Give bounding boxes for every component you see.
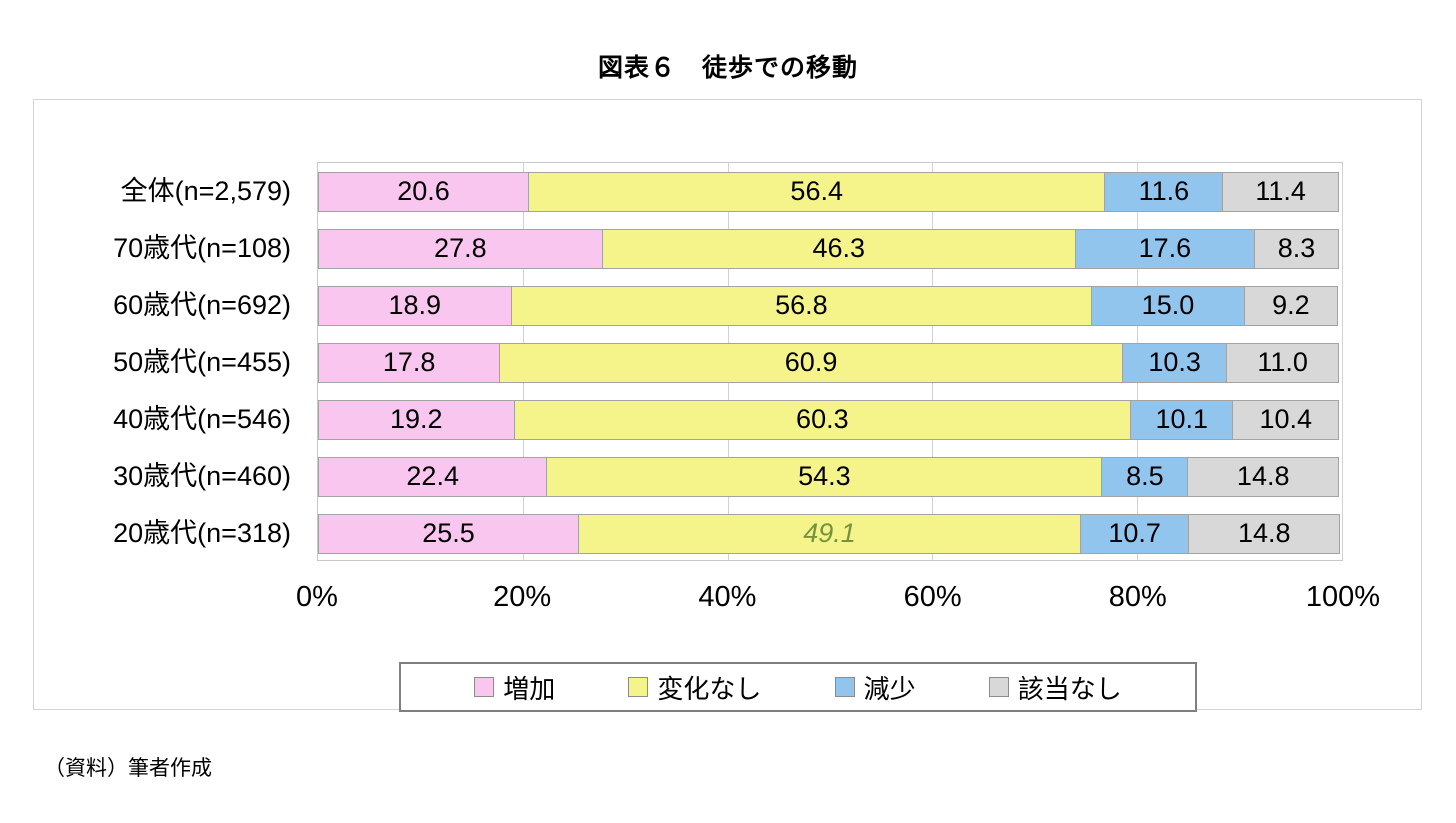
bar-segment: 11.0: [1226, 342, 1339, 383]
x-tick-label: 40%: [698, 581, 757, 613]
row-label: 20歳代(n=318): [113, 517, 291, 548]
bar-segment: 46.3: [601, 228, 1076, 269]
legend-item: 増加: [474, 669, 555, 706]
bar-segment: 22.4: [318, 456, 548, 497]
row-label: 30歳代(n=460): [113, 460, 291, 491]
chart-title: 図表６ 徒歩での移動: [597, 54, 858, 82]
row-label: 60歳代(n=692): [113, 289, 291, 320]
bar-row: 18.9 56.8 15.0 9.2: [318, 285, 1342, 326]
x-tick-label: 20%: [493, 581, 552, 613]
bar-segment: 8.5: [1101, 456, 1189, 497]
row-label: 50歳代(n=455): [113, 346, 291, 377]
legend-swatch: [474, 677, 495, 697]
row-label: 全体(n=2,579): [120, 175, 291, 206]
legend-item: 該当なし: [988, 669, 1122, 706]
bar-row: 25.5 49.1 10.7 14.8: [318, 513, 1342, 554]
bar-segment: 17.8: [318, 342, 501, 383]
legend-label: 増加: [503, 673, 556, 704]
bar-row: 17.8 60.9 10.3 11.0: [318, 342, 1342, 383]
bar-segment: 14.8: [1187, 456, 1339, 497]
bar-segment: 10.7: [1079, 513, 1190, 554]
legend-label: 該当なし: [1017, 673, 1122, 704]
bar-segment: 60.9: [499, 342, 1123, 383]
legend: 増加 変化なし 減少 該当なし: [399, 662, 1197, 712]
source-note: （資料）筆者作成: [44, 757, 212, 780]
bar-segment: 60.3: [513, 399, 1132, 440]
bar-segment: 10.1: [1130, 399, 1234, 440]
bar-segment: 17.6: [1074, 228, 1255, 269]
chart-frame: 20.6 56.4 11.6 11.4 27.8 46.3 17.6 8.3 18.9 56.8 1…: [33, 99, 1422, 712]
legend-label: 変化なし: [657, 673, 762, 704]
bar-segment: 19.2: [318, 399, 515, 440]
bar-segment: 56.8: [510, 285, 1093, 326]
bar-segment: 11.4: [1222, 171, 1339, 212]
bar-row: 20.6 56.4 11.6 11.4: [318, 171, 1342, 212]
bar-segment: 56.4: [527, 171, 1106, 212]
legend-swatch: [988, 677, 1009, 697]
legend-item: 変化なし: [628, 669, 761, 706]
bar-row: 19.2 60.3 10.1 10.4: [318, 399, 1342, 440]
legend-swatch: [834, 677, 855, 697]
x-tick-label: 0%: [296, 581, 338, 613]
legend-label: 減少: [863, 673, 916, 704]
x-tick-label: 60%: [903, 581, 962, 613]
bar-segment: 18.9: [318, 285, 512, 326]
plot-area: 20.6 56.4 11.6 11.4 27.8 46.3 17.6 8.3 18.9 56.8 1…: [317, 162, 1343, 561]
bar-segment: 14.8: [1188, 513, 1340, 554]
x-tick-label: 100%: [1305, 581, 1381, 613]
row-label: 40歳代(n=546): [113, 403, 291, 434]
bar-row: 27.8 46.3 17.6 8.3: [318, 228, 1342, 269]
x-tick-label: 80%: [1108, 581, 1167, 613]
bar-segment: 20.6: [318, 171, 529, 212]
bar-segment: 10.3: [1121, 342, 1228, 383]
bar-segment: 9.2: [1243, 285, 1338, 326]
legend-swatch: [628, 677, 649, 697]
bar-row: 22.4 54.3 8.5 14.8: [318, 456, 1342, 497]
bar-segment: 25.5: [318, 513, 580, 554]
legend-item: 減少: [834, 669, 916, 706]
bar-segment: 10.4: [1232, 399, 1339, 440]
gridline: [1342, 163, 1343, 560]
bar-segment: 15.0: [1091, 285, 1245, 326]
bar-segment: 27.8: [318, 228, 603, 269]
row-label: 70歳代(n=108): [113, 232, 291, 263]
bar-segment: 8.3: [1254, 228, 1339, 269]
bar-segment: 54.3: [546, 456, 1103, 497]
bar-segment: 11.6: [1104, 171, 1224, 212]
bar-segment: 49.1: [578, 513, 1081, 554]
